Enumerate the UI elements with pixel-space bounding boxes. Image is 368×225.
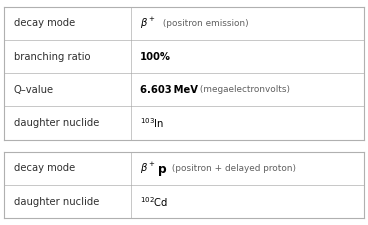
Text: $\beta^+$: $\beta^+$ <box>140 161 156 176</box>
Text: (positron emission): (positron emission) <box>160 19 249 28</box>
Text: p: p <box>158 163 167 176</box>
Text: decay mode: decay mode <box>14 18 75 28</box>
Text: (megaelectronvolts): (megaelectronvolts) <box>197 85 290 94</box>
Text: $^{102}$Cd: $^{102}$Cd <box>140 195 168 209</box>
Text: 6.603 MeV: 6.603 MeV <box>140 85 198 95</box>
Text: Q–value: Q–value <box>14 85 54 95</box>
Text: $\beta^+$: $\beta^+$ <box>140 16 156 31</box>
Text: daughter nuclide: daughter nuclide <box>14 118 99 128</box>
Text: (positron + delayed proton): (positron + delayed proton) <box>169 164 296 173</box>
Bar <box>4 7 364 140</box>
Text: branching ratio: branching ratio <box>14 52 90 61</box>
Text: 100%: 100% <box>140 52 171 61</box>
Text: daughter nuclide: daughter nuclide <box>14 197 99 207</box>
Text: decay mode: decay mode <box>14 164 75 173</box>
Text: $^{103}$In: $^{103}$In <box>140 116 164 130</box>
Bar <box>4 152 364 218</box>
